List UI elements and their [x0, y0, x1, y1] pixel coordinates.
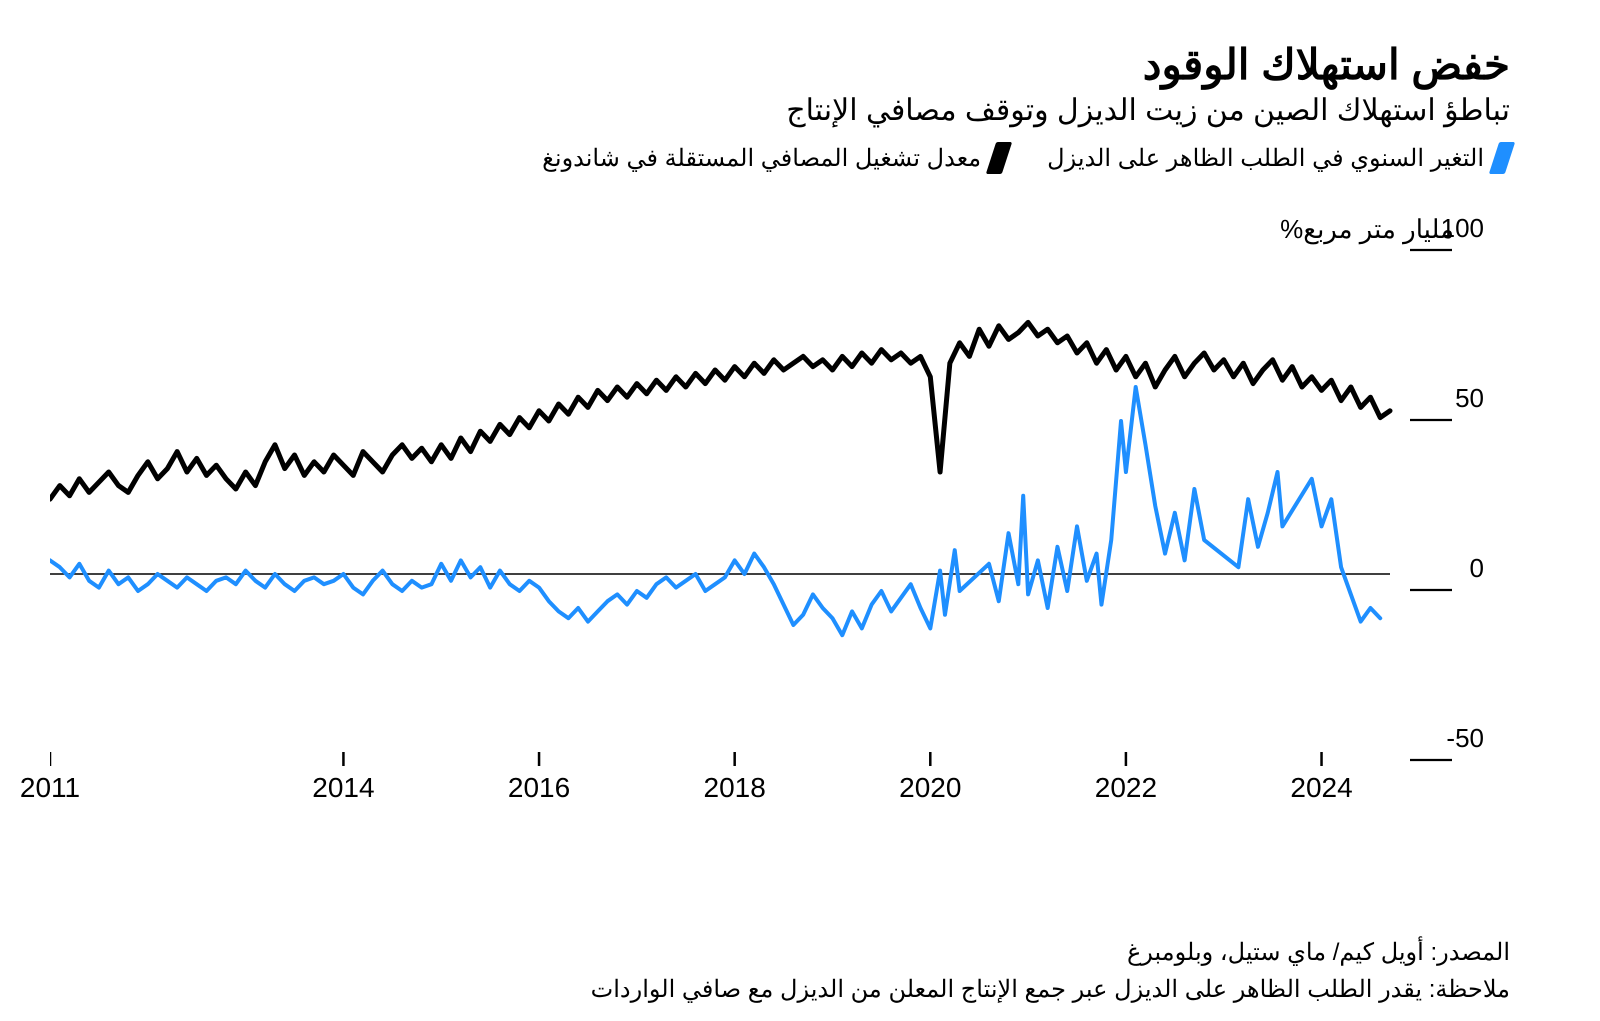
y-tick-label: 0	[1470, 554, 1484, 583]
legend-label-blue: التغير السنوي في الطلب الظاهر على الديزل	[1047, 144, 1484, 173]
legend-swatch-blue	[1489, 142, 1515, 174]
unit-label: مليار متر مربع%	[1280, 214, 1454, 245]
legend-label-black: معدل تشغيل المصافي المستقلة في شاندونغ	[542, 144, 981, 173]
y-tick-label: 50	[1455, 384, 1484, 413]
chart-footer: المصدر: أويل كيم/ ماي ستيل، وبلومبرغ ملا…	[50, 934, 1510, 1008]
y-tick-label: 50-	[1446, 724, 1484, 753]
source-line: المصدر: أويل كيم/ ماي ستيل، وبلومبرغ	[50, 934, 1510, 971]
x-tick-label: 2020	[899, 772, 961, 804]
x-tick-label: 2024	[1290, 772, 1352, 804]
chart-area: 10050050-مليار متر مربع%2011201420162018…	[50, 204, 1510, 824]
x-tick-label: 2016	[508, 772, 570, 804]
chart-title: خفض استهلاك الوقود	[50, 40, 1510, 89]
x-tick-label: 2011	[20, 772, 80, 804]
legend: التغير السنوي في الطلب الظاهر على الديزل…	[50, 142, 1510, 174]
x-tick-label: 2018	[704, 772, 766, 804]
chart-subtitle: تباطؤ استهلاك الصين من زيت الديزل وتوقف …	[50, 93, 1510, 128]
legend-swatch-black	[986, 142, 1012, 174]
legend-item-black: معدل تشغيل المصافي المستقلة في شاندونغ	[542, 142, 1007, 174]
legend-item-blue: التغير السنوي في الطلب الظاهر على الديزل	[1047, 142, 1510, 174]
x-tick-label: 2022	[1095, 772, 1157, 804]
x-tick-label: 2014	[312, 772, 374, 804]
note-line: ملاحظة: يقدر الطلب الظاهر على الديزل عبر…	[50, 971, 1510, 1008]
